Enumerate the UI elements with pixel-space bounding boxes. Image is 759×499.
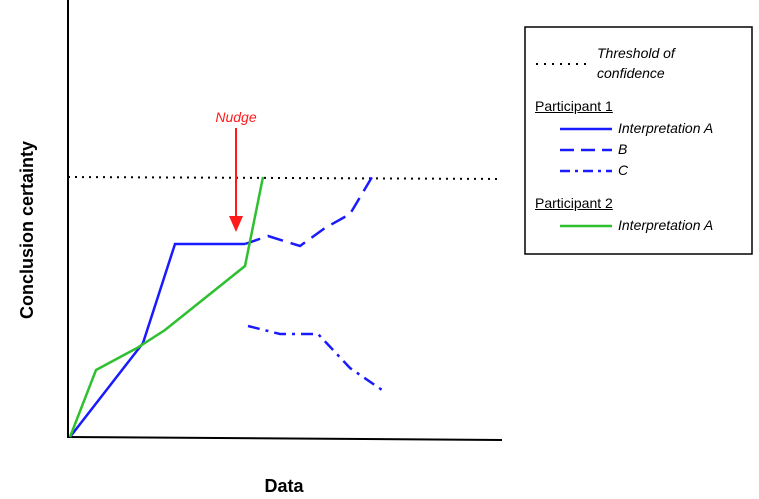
legend-group-title: Participant 1 [535, 98, 613, 114]
threshold-line [67, 176, 503, 180]
legend-item: Interpretation A [618, 217, 714, 233]
nudge-arrowhead [229, 216, 243, 232]
nudge-label: Nudge [215, 109, 256, 125]
y-axis-label: Conclusion certainty [17, 141, 37, 319]
p1-interpretation-a [69, 242, 245, 438]
p1-interpretation-b [244, 176, 374, 248]
legend-item: C [618, 162, 629, 178]
p2-interpretation-a [68, 176, 265, 438]
legend-box [524, 26, 753, 255]
legend-item: B [618, 141, 628, 157]
x-axis-label: Data [264, 476, 304, 496]
legend-group-title: Participant 2 [535, 195, 613, 211]
legend-item: Interpretation A [618, 120, 714, 136]
legend-threshold: Threshold of confidence [597, 45, 675, 81]
p1-interpretation-c [247, 324, 383, 392]
x-axis [66, 436, 503, 441]
